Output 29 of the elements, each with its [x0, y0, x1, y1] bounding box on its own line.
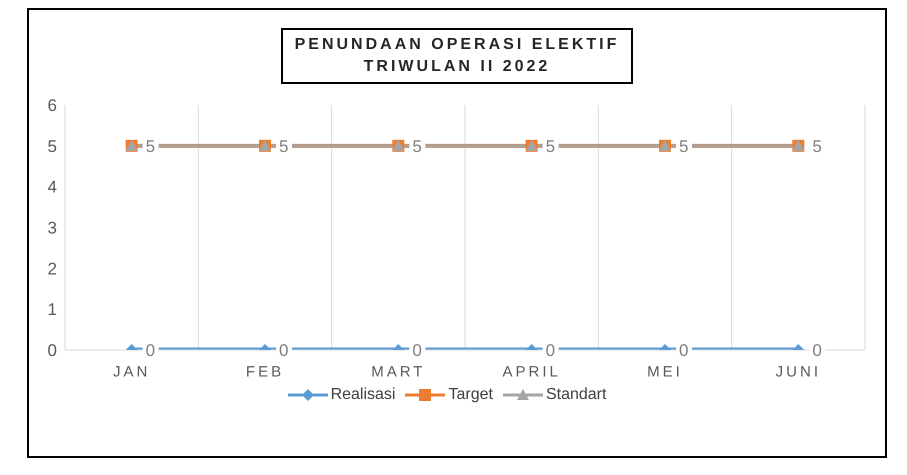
y-tick-label: 2	[48, 259, 57, 278]
data-label: 0	[546, 341, 556, 360]
y-tick-label: 1	[48, 300, 57, 320]
data-label: 0	[812, 341, 822, 360]
y-tick-label: 0	[48, 341, 57, 360]
data-label: 0	[412, 341, 422, 360]
data-label: 0	[146, 341, 156, 360]
y-tick-label: 3	[48, 218, 57, 238]
x-tick-label: APRIL	[502, 364, 561, 381]
x-tick-label: JAN	[112, 364, 150, 381]
x-tick-label: FEB	[246, 364, 284, 381]
data-label: 5	[146, 136, 156, 156]
chart-title: PENUNDAAN OPERASI ELEKTIF TRIWULAN II 2022	[280, 28, 634, 84]
data-label: 5	[812, 136, 822, 156]
data-label: 5	[412, 136, 422, 156]
legend-label: Realisasi	[330, 386, 396, 404]
data-label: 0	[279, 341, 288, 360]
data-label: 0	[679, 341, 688, 360]
data-label: 5	[279, 136, 288, 156]
legend-label: Standart	[546, 386, 606, 404]
y-tick-label: 5	[48, 136, 57, 156]
y-tick-label: 4	[48, 178, 57, 197]
x-tick-label: MEI	[647, 364, 683, 381]
x-tick-label: MART	[371, 364, 426, 381]
legend-label: Target	[448, 386, 493, 404]
x-tick-label: JUNI	[776, 364, 822, 381]
data-label: 5	[679, 136, 688, 156]
y-tick-label: 6	[48, 96, 57, 116]
data-label: 5	[546, 136, 556, 156]
